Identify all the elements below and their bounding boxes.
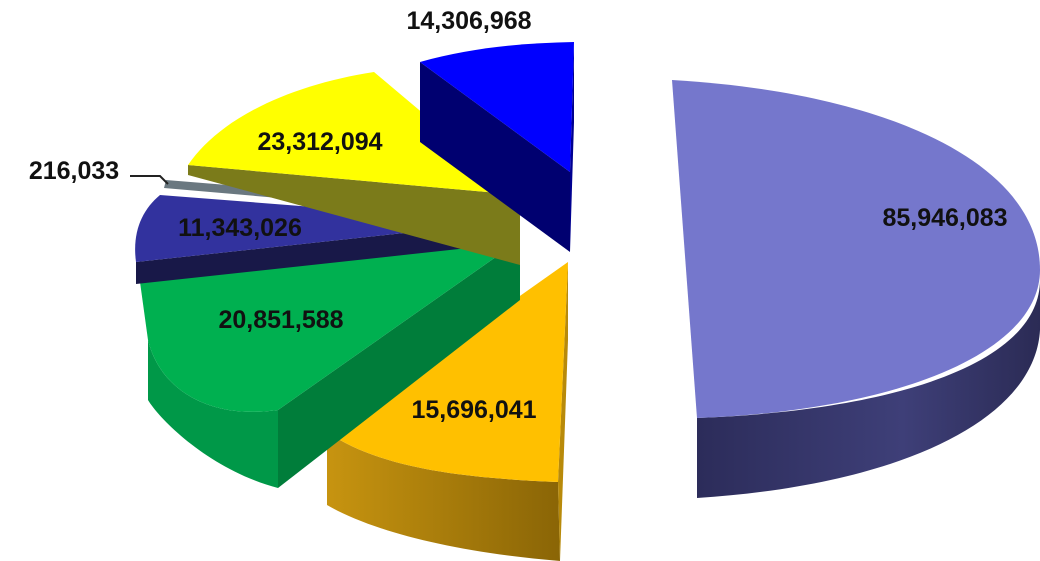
slice-side-right [558,262,568,561]
slice-23312094[interactable] [188,72,520,265]
slice-side-right [570,42,574,252]
data-label: 11,343,026 [178,214,302,242]
slice-15696041[interactable] [327,262,568,561]
slice-85946083[interactable] [672,80,1040,498]
slice-top [327,262,568,482]
data-label: 15,696,041 [411,396,536,424]
slice-top [420,42,574,172]
slice-top [672,80,1040,418]
slice-side-inner [278,240,520,488]
slice-side [148,340,278,488]
data-label: 23,312,094 [257,128,382,156]
slice-14306968[interactable] [420,42,574,252]
data-label: 14,306,968 [406,7,531,35]
leader-line [130,175,169,185]
slice-11343026[interactable] [135,195,505,284]
slice-top [188,72,520,195]
slice-top [135,195,505,262]
slice-side [136,222,505,284]
data-label: 216,033 [29,157,119,185]
slice-top [140,240,520,412]
slice-side [697,280,1040,498]
slice-side [188,165,520,265]
slice-side [327,432,560,561]
slice-side [420,62,570,252]
data-label: 20,851,588 [218,306,343,334]
data-label: 85,946,083 [882,204,1007,232]
slice-20851588[interactable] [140,240,520,488]
